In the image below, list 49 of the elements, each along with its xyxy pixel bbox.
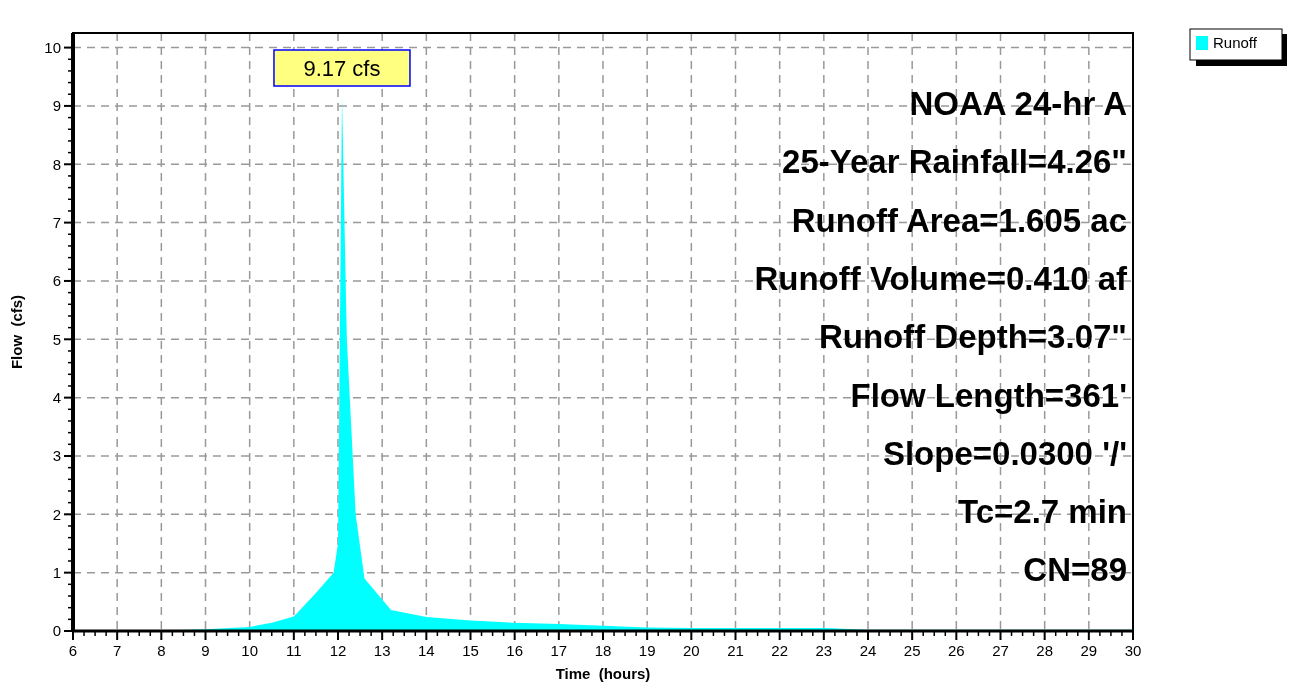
x-axis-title: Time (hours): [555, 665, 651, 682]
annotation: NOAA 24-hr A: [909, 85, 1127, 122]
x-tick-label: 25: [903, 642, 921, 659]
y-tick-label: 5: [52, 330, 61, 348]
x-tick-label: 26: [947, 642, 965, 659]
x-tick-label: 22: [771, 642, 789, 659]
x-tick-label: 29: [1080, 642, 1098, 659]
x-tick-label: 21: [727, 642, 744, 659]
x-tick-label: 19: [638, 642, 656, 659]
x-tick-label: 28: [1036, 642, 1054, 659]
x-tick-label: 20: [682, 642, 700, 659]
x-tick-label: 10: [241, 642, 259, 659]
y-tick-label: 4: [52, 388, 61, 406]
y-tick-label: 10: [44, 38, 61, 56]
annotation: CN=89: [1023, 551, 1127, 589]
x-tick-label: 9: [201, 642, 210, 659]
annotation: Tc=2.7 min: [957, 493, 1127, 531]
y-tick-label: 7: [52, 213, 61, 231]
x-tick-label: 12: [329, 642, 347, 659]
annotation: 25-Year Rainfall=4.26": [782, 143, 1127, 181]
annotation: Slope=0.0300 '/': [882, 434, 1127, 472]
x-tick-label: 27: [992, 642, 1009, 659]
x-tick-label: 7: [112, 642, 122, 659]
y-tick-label: 2: [52, 505, 61, 523]
x-tick-label: 17: [550, 642, 568, 659]
x-tick-label: 11: [286, 642, 302, 659]
annotation: Runoff Area=1.605 ac: [791, 201, 1127, 239]
annotation: Flow Length=361': [850, 376, 1127, 414]
x-tick-label: 6: [68, 642, 78, 659]
y-tick-label: 0: [52, 622, 61, 640]
x-tick-label: 13: [373, 642, 391, 659]
y-tick-label: 9: [52, 97, 61, 115]
annotation: Runoff Depth=3.07": [818, 318, 1127, 356]
y-axis-title: Flow (cfs): [8, 294, 25, 370]
y-tick-label: 1: [52, 563, 61, 581]
legend-label: Runoff: [1213, 34, 1258, 51]
x-tick-label: 14: [417, 642, 435, 659]
y-tick-label: 6: [52, 272, 61, 290]
x-tick-label: 23: [815, 642, 833, 659]
y-tick-label: 3: [52, 447, 61, 465]
annotation: 9.17 cfs: [303, 55, 381, 81]
x-tick-label: 24: [859, 642, 877, 659]
x-tick-label: 16: [506, 642, 524, 659]
x-tick-label: 15: [462, 642, 479, 659]
y-tick-label: 8: [52, 155, 61, 173]
x-tick-label: 18: [594, 642, 612, 659]
x-tick-label: 8: [157, 642, 166, 659]
annotation: Runoff Volume=0.410 af: [754, 259, 1128, 297]
x-tick-label: 30: [1124, 642, 1142, 659]
